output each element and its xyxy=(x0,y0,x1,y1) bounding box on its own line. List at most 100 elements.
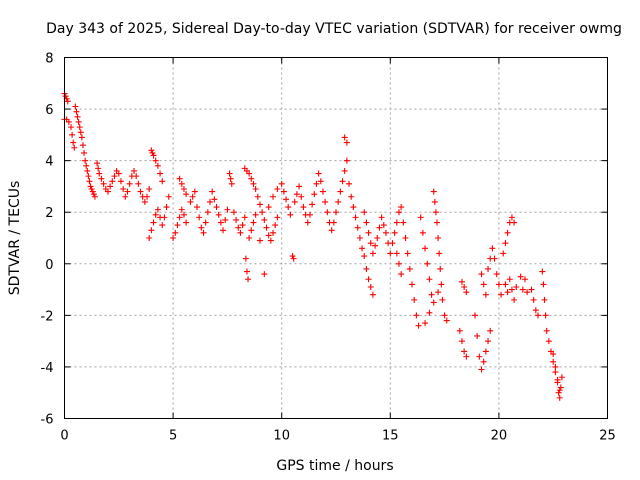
data-point xyxy=(376,224,383,231)
data-point xyxy=(296,183,303,190)
data-point xyxy=(261,271,268,278)
data-point xyxy=(395,209,402,216)
data-point xyxy=(557,384,564,391)
data-point xyxy=(174,222,181,229)
y-tick-label: 4 xyxy=(45,155,53,170)
data-point xyxy=(161,214,168,221)
data-point xyxy=(550,351,557,358)
data-point xyxy=(235,224,242,231)
data-point xyxy=(555,389,562,396)
data-point xyxy=(382,229,389,236)
data-point xyxy=(126,180,133,187)
data-point xyxy=(524,289,531,296)
data-point xyxy=(159,178,166,185)
data-point xyxy=(428,291,435,298)
data-point xyxy=(261,216,268,223)
data-point xyxy=(191,188,198,195)
data-point xyxy=(476,353,483,360)
data-point xyxy=(70,139,77,146)
data-point xyxy=(389,240,396,247)
data-point xyxy=(369,291,376,298)
data-point xyxy=(552,363,559,370)
data-point xyxy=(285,204,292,211)
data-point xyxy=(246,235,253,241)
data-point xyxy=(178,180,185,187)
data-point xyxy=(217,219,224,226)
data-point xyxy=(209,188,216,195)
data-point xyxy=(458,278,465,285)
data-point xyxy=(337,188,344,195)
data-point xyxy=(339,178,346,185)
data-point xyxy=(346,180,353,187)
data-point xyxy=(313,180,320,187)
data-point xyxy=(328,227,335,234)
data-point xyxy=(290,255,297,262)
data-point xyxy=(511,219,518,226)
data-point xyxy=(508,214,515,221)
data-point xyxy=(558,374,565,381)
x-tick-label: 20 xyxy=(491,429,508,444)
data-point xyxy=(521,276,528,283)
data-point xyxy=(306,211,313,218)
data-point xyxy=(207,198,214,205)
data-point xyxy=(183,219,190,226)
data-point xyxy=(330,219,337,226)
x-tick-label: 25 xyxy=(599,429,616,444)
data-point xyxy=(133,173,140,180)
data-point xyxy=(146,235,153,241)
y-tick-label: -2 xyxy=(41,309,54,324)
data-point xyxy=(256,201,263,208)
data-point xyxy=(461,283,468,290)
data-point xyxy=(424,260,431,267)
axis-ticks: 0 5 10 15 20 25 -6 -4 -2 0 2 4 6 8 xyxy=(41,52,616,444)
data-point xyxy=(81,149,88,156)
data-point xyxy=(359,245,366,252)
data-point xyxy=(402,235,409,241)
data-point xyxy=(227,175,234,182)
data-point xyxy=(149,149,156,156)
data-point xyxy=(248,175,255,182)
x-tick-label: 15 xyxy=(382,429,399,444)
data-point xyxy=(369,250,376,257)
data-point xyxy=(485,265,492,272)
data-point xyxy=(482,291,489,298)
data-point xyxy=(441,312,448,319)
data-point xyxy=(91,193,98,200)
data-point xyxy=(435,289,442,296)
data-point xyxy=(226,170,233,177)
data-point xyxy=(85,173,92,180)
data-point xyxy=(532,307,539,314)
data-point xyxy=(400,219,407,226)
data-point xyxy=(348,193,355,200)
data-point xyxy=(543,327,550,334)
data-point xyxy=(252,211,259,218)
data-point xyxy=(322,198,329,205)
y-tick-label: -6 xyxy=(41,413,54,428)
data-point xyxy=(343,157,350,164)
data-point xyxy=(176,175,183,182)
data-point xyxy=(111,173,118,180)
data-point xyxy=(393,250,400,257)
data-point xyxy=(228,180,235,187)
data-point xyxy=(176,214,183,221)
data-point xyxy=(411,296,418,303)
data-point xyxy=(146,186,153,193)
data-point xyxy=(79,142,86,149)
data-point xyxy=(283,196,290,203)
data-point xyxy=(165,193,172,200)
data-point xyxy=(489,245,496,252)
data-point xyxy=(215,211,222,218)
data-point xyxy=(86,178,93,185)
data-point xyxy=(98,175,105,182)
data-point xyxy=(148,227,155,234)
data-point xyxy=(75,118,82,125)
data-point xyxy=(250,180,257,187)
data-point xyxy=(493,271,500,278)
data-point xyxy=(542,312,549,319)
data-point xyxy=(122,193,129,200)
data-point xyxy=(437,265,444,272)
data-point xyxy=(393,219,400,226)
data-point xyxy=(333,209,339,216)
data-point xyxy=(289,253,296,260)
data-point xyxy=(95,165,102,172)
